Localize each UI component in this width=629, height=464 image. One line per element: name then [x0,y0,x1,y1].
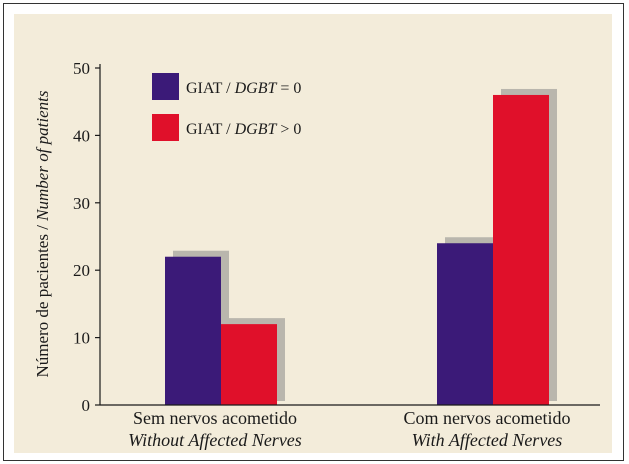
x-category-label-2: Com nervos acometido [404,408,571,428]
y-tick-label-0: 0 [82,396,91,415]
x-category-label-1: Sem nervos acometido [133,408,297,428]
legend-label-1: GIAT / DGBT = 0 [186,80,301,97]
bar-series-2-cat-1 [221,324,277,405]
y-tick-label-10: 10 [73,329,90,348]
y-axis-label: Número de pacientes / Number of patients [33,90,52,377]
y-tick-label-40: 40 [73,126,90,145]
x-category-sublabel-2: With Affected Nerves [412,430,563,450]
y-tick-label-30: 30 [73,194,90,213]
legend-swatch-1 [152,73,179,100]
legend-swatch-2 [152,114,179,141]
y-tick-label-20: 20 [73,261,90,280]
y-axis-label-italic: Number of patients [33,90,52,222]
legend-label-2: GIAT / DGBT > 0 [186,121,301,138]
y-tick-label-50: 50 [73,59,90,78]
bar-series-1-cat-2 [437,243,493,405]
bar-series-1-cat-1 [165,256,221,405]
y-axis-label-main: Número de pacientes / [33,221,52,378]
x-category-sublabel-1: Without Affected Nerves [128,430,302,450]
bar-series-2-cat-2 [493,94,549,406]
